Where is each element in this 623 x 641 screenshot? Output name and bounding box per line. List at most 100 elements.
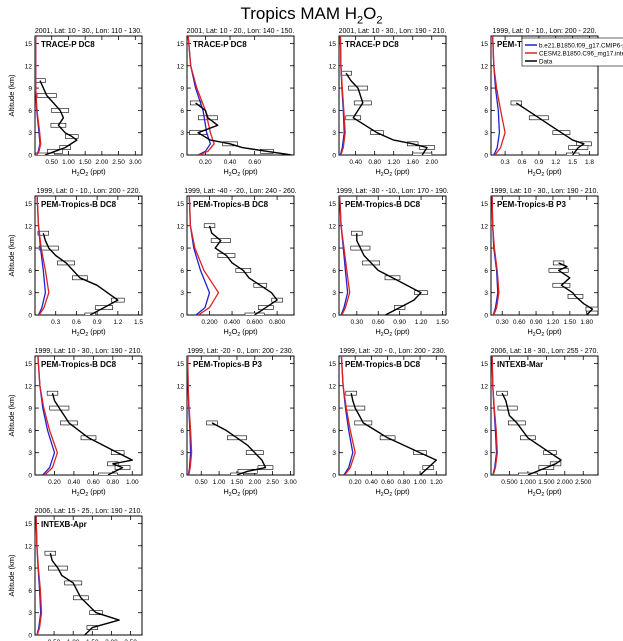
y-tick-label: 15 [25,361,33,368]
chart-panel-8: 1999, Lat: 10 - 30., Lon: 190 - 210. 0 3 6 9… [481,188,599,338]
y-tick-label: 15 [481,201,489,208]
x-tick-label: 1.00 [126,479,139,486]
x-tick-label: 1.20 [415,319,428,326]
x-tick-label: 1.2 [551,159,560,166]
x-axis-label-sub: 2 [381,332,384,338]
figure-title-sub2: 2 [376,14,383,27]
chart-panel-5: 1999, Lat: 0 - 10., Lon: 200 - 220. 0 3 6 9 1… [7,188,143,338]
y-tick-label: 9 [484,406,488,413]
x-tick-label: 1.60 [406,159,419,166]
x-tick-label: 3.00 [284,479,297,486]
x-axis-label-part: (ppt) [88,487,106,496]
y-tick-label: 3 [180,130,184,137]
y-tick-label: 6 [332,268,336,275]
campaign-label: TRACE-P DC8 [345,40,399,49]
panel-header: 1999, Lat: -30 - -10., Lon: 170 - 190. [336,188,449,195]
campaign-label: PEM-Tropics-B P3 [497,200,566,209]
panel-curves [35,516,120,635]
x-tick-label: 0.20 [349,479,362,486]
y-tick-label: 12 [177,223,185,230]
x-axis-label-part: (ppt) [392,327,410,336]
y-tick-label: 9 [28,566,32,573]
legend-label: CESM2.B1850.C96_mg17.intel.PE11 [539,51,623,58]
x-tick-label: 2.50 [112,159,125,166]
x-tick-label: 0.80 [368,159,381,166]
x-axis-label-sub: 2 [541,332,544,338]
error-bar [84,312,96,315]
panel-header: 1999, Lat: 0 - 10., Lon: 200 - 220. [493,28,597,35]
y-tick-label: 6 [28,588,32,595]
x-tick-label: 1.50 [86,639,99,641]
x-axis-label-sub: 2 [229,492,232,498]
x-tick-label: 0.80 [398,479,411,486]
y-tick-label: 0 [28,153,32,160]
x-tick-label: 2.00 [96,159,109,166]
y-tick-label: 9 [332,406,336,413]
x-axis-label-part: O [536,167,542,176]
y-tick-label: 6 [484,268,488,275]
series-line-data [195,102,292,155]
x-tick-label: 0.30 [351,319,364,326]
x-axis-label-part: (ppt) [240,167,258,176]
panel-header: 1999, Lat: -20 - 0., Lon: 200 - 230. [339,348,445,355]
x-axis-label-sub: 2 [77,492,80,498]
figure-title: Tropics MAM H2O2 [0,4,623,26]
x-tick-label: 0.500 [501,479,518,486]
x-tick-label: 0.60 [248,159,261,166]
x-tick-label: 1.500 [538,479,555,486]
panel-header: 2001, Lat: 10 - 20., Lon: 140 - 150. [187,28,295,35]
panel-curves [37,356,134,475]
y-tick-label: 3 [28,450,32,457]
x-tick-label: 2.000 [557,479,574,486]
y-tick-label: 0 [332,473,336,480]
x-axis-label-part: H [527,167,532,176]
campaign-label: INTEXB-Apr [41,520,87,529]
chart-panel-3: 2001, Lat: 10 - 30., Lon: 190 - 210. 0 3 6 9… [329,28,447,178]
chart-panel-13: 2006, Lat: 15 - 25., Lon: 190 - 210. 0 3 6 9… [7,508,143,641]
x-axis-label-part: (ppt) [544,167,562,176]
y-tick-label: 3 [332,290,336,297]
x-axis-label-sub: 2 [541,172,544,178]
x-axis-label-part: O [232,327,238,336]
chart-panel-4: 1999, Lat: 0 - 10., Lon: 200 - 220. 0 3 6 9 1… [481,28,623,178]
error-bar [206,420,218,426]
x-tick-label: 1.00 [67,639,80,641]
y-tick-label: 12 [481,223,489,230]
y-tick-label: 9 [28,406,32,413]
x-tick-label: 0.90 [530,319,543,326]
x-axis-label-sub: 2 [541,492,544,498]
x-axis-label: H2O2 (ppt) [375,167,410,178]
chart-panel-1: 2001, Lat: 10 - 30., Lon: 110 - 130. 0 3 6 9… [7,28,143,178]
x-tick-label: 0.50 [45,159,58,166]
x-axis-label-sub: 2 [229,332,232,338]
x-axis-label-part: (ppt) [392,167,410,176]
plot-frame [186,35,295,156]
campaign-label: PEM-Tropics-B DC8 [41,360,117,369]
x-axis-label-part: H [375,327,380,336]
y-tick-label: 15 [177,361,185,368]
series-line-data [208,225,278,315]
x-axis-label-part: O [80,167,86,176]
x-axis-label-part: H [223,327,228,336]
x-tick-label: 0.3 [501,159,510,166]
x-tick-label: 0.9 [534,159,543,166]
panel-curves [340,356,437,475]
y-tick-label: 9 [28,86,32,93]
x-tick-label: 0.30 [496,319,509,326]
y-tick-label: 0 [332,313,336,320]
y-tick-label: 0 [332,153,336,160]
plot-frame [490,35,599,156]
y-tick-label: 0 [484,473,488,480]
campaign-label: INTEXB-Mar [497,360,543,369]
y-axis-label: Altitude (km) [7,554,16,597]
series-line-model-b [37,356,59,475]
y-tick-label: 6 [180,428,184,435]
x-axis-label-part: (ppt) [240,327,258,336]
plot-frame [338,355,447,476]
y-tick-label: 12 [25,543,33,550]
series-line-data [501,392,562,475]
y-tick-label: 0 [484,153,488,160]
y-tick-label: 6 [332,428,336,435]
y-tick-label: 9 [28,246,32,253]
